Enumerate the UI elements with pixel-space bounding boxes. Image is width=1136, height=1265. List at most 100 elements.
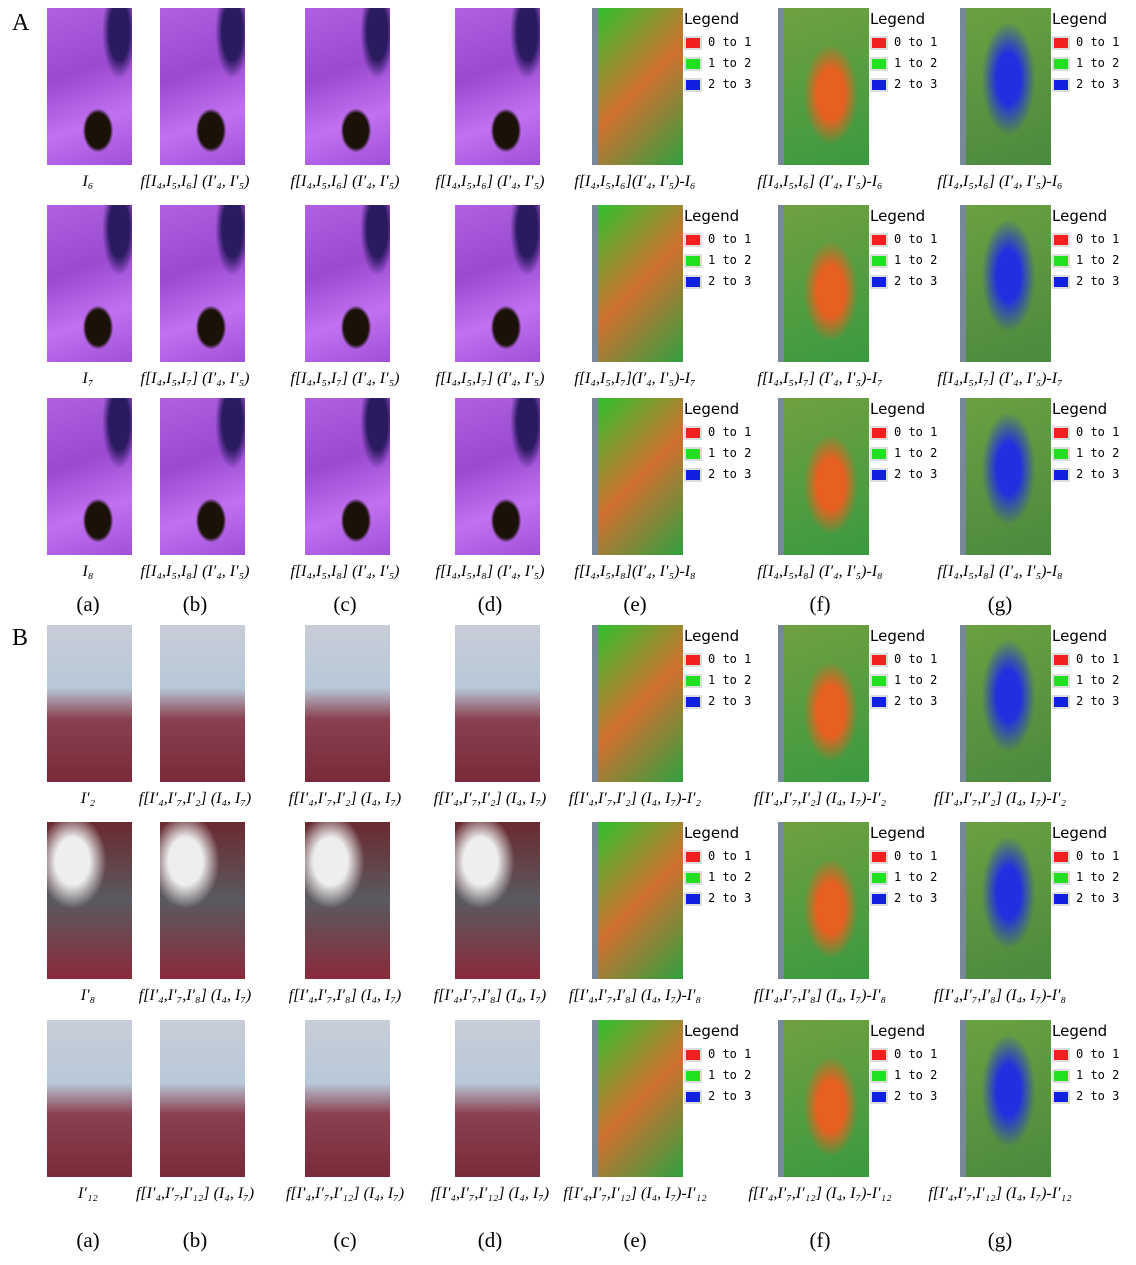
caption: f[I₄,I₅,I₈] (I′₄, I′₅) bbox=[290, 563, 400, 580]
legend-swatch bbox=[1052, 892, 1070, 906]
image bbox=[960, 398, 1051, 555]
image bbox=[47, 1020, 132, 1177]
legend-label: 2 to 3 bbox=[708, 77, 752, 91]
caption: f[I₄,I₅,I₇](I′₄, I′₅)-I₇ bbox=[574, 370, 696, 387]
legend-title: Legend bbox=[870, 207, 926, 225]
caption: f[I′₄,I′₇,I′₂] (I₄, I₇)-I′₂ bbox=[933, 790, 1067, 807]
legend-swatch bbox=[1052, 653, 1070, 667]
legend-title: Legend bbox=[1052, 824, 1108, 842]
caption: f[I′₄,I′₇,I′₁₂] (I₄, I₇)-I′₁₂ bbox=[748, 1185, 892, 1202]
caption: f[I₄,I₅,I₆] (I′₄, I′₅) bbox=[290, 173, 400, 190]
legend-swatch bbox=[870, 1048, 888, 1062]
caption: f[I₄,I₅,I₆](I′₄, I′₅)-I₆ bbox=[574, 173, 696, 190]
image bbox=[778, 8, 869, 165]
legend-swatch bbox=[870, 695, 888, 709]
caption: f[I′₄,I′₇,I′₈] (I₄, I₇)-I′₈ bbox=[568, 987, 702, 1004]
legend-label: 0 to 1 bbox=[894, 652, 938, 666]
image bbox=[47, 205, 132, 362]
legend-label: 1 to 2 bbox=[708, 56, 752, 70]
image bbox=[592, 398, 683, 555]
image bbox=[455, 822, 540, 979]
legend-swatch bbox=[684, 1090, 702, 1104]
caption: f[I₄,I₅,I₈] (I′₄, I′₅) bbox=[435, 563, 545, 580]
column-label: (c) bbox=[333, 1228, 357, 1252]
legend-swatch bbox=[870, 254, 888, 268]
legend-label: 1 to 2 bbox=[894, 870, 938, 884]
legend-label: 1 to 2 bbox=[708, 673, 752, 687]
legend-label: 1 to 2 bbox=[1076, 1068, 1120, 1082]
legend-swatch bbox=[684, 468, 702, 482]
caption: f[I′₄,I′₇,I′₈] (I₄, I₇) bbox=[288, 987, 402, 1004]
image bbox=[305, 1020, 390, 1177]
legend-title: Legend bbox=[684, 1022, 740, 1040]
legend-label: 1 to 2 bbox=[894, 673, 938, 687]
image bbox=[47, 8, 132, 165]
legend-swatch bbox=[684, 892, 702, 906]
image bbox=[960, 1020, 1051, 1177]
legend-label: 0 to 1 bbox=[1076, 849, 1120, 863]
legend-swatch bbox=[684, 1069, 702, 1083]
legend-label: 1 to 2 bbox=[1076, 870, 1120, 884]
image bbox=[778, 1020, 869, 1177]
legend-label: 2 to 3 bbox=[894, 891, 938, 905]
legend-swatch bbox=[1052, 1048, 1070, 1062]
column-label: (g) bbox=[987, 1228, 1013, 1252]
caption: I′₁₂ bbox=[78, 1185, 98, 1202]
column-label: (d) bbox=[477, 1228, 503, 1252]
image bbox=[778, 625, 869, 782]
caption: f[I′₄,I′₇,I′₂] (I₄, I₇)-I′₂ bbox=[753, 790, 887, 807]
caption: f[I₄,I₅,I₆] (I′₄, I′₅) bbox=[435, 173, 545, 190]
image bbox=[778, 398, 869, 555]
legend-swatch bbox=[684, 1048, 702, 1062]
legend-swatch bbox=[870, 36, 888, 50]
legend-title: Legend bbox=[684, 10, 740, 28]
legend-label: 1 to 2 bbox=[708, 253, 752, 267]
legend-swatch bbox=[684, 426, 702, 440]
caption: f[I′₄,I′₇,I′₁₂] (I₄, I₇) bbox=[285, 1185, 405, 1202]
column-label: (e) bbox=[623, 1228, 647, 1252]
legend-swatch bbox=[870, 447, 888, 461]
legend-title: Legend bbox=[684, 207, 740, 225]
caption: f[I₄,I₅,I₈](I′₄, I′₅)-I₈ bbox=[574, 563, 696, 580]
image bbox=[455, 398, 540, 555]
image bbox=[592, 1020, 683, 1177]
legend-swatch bbox=[1052, 674, 1070, 688]
legend-label: 2 to 3 bbox=[894, 467, 938, 481]
legend-label: 0 to 1 bbox=[708, 35, 752, 49]
legend-label: 0 to 1 bbox=[708, 425, 752, 439]
column-label: (c) bbox=[333, 592, 357, 616]
legend-swatch bbox=[1052, 871, 1070, 885]
legend-swatch bbox=[684, 275, 702, 289]
legend-swatch bbox=[1052, 850, 1070, 864]
legend-label: 1 to 2 bbox=[894, 1068, 938, 1082]
legend-title: Legend bbox=[1052, 627, 1108, 645]
legend-swatch bbox=[684, 871, 702, 885]
legend-label: 2 to 3 bbox=[894, 1089, 938, 1103]
legend-title: Legend bbox=[870, 627, 926, 645]
legend-swatch bbox=[1052, 447, 1070, 461]
image bbox=[960, 205, 1051, 362]
legend-label: 1 to 2 bbox=[1076, 673, 1120, 687]
legend-swatch bbox=[1052, 78, 1070, 92]
caption: f[I₄,I₅,I₆] (I′₄, I′₅) bbox=[140, 173, 250, 190]
caption: f[I₄,I₅,I₇] (I′₄, I′₅) bbox=[290, 370, 400, 387]
column-label: (b) bbox=[182, 592, 208, 616]
legend-swatch bbox=[870, 674, 888, 688]
column-label: (a) bbox=[76, 1228, 100, 1252]
legend-swatch bbox=[684, 254, 702, 268]
legend-swatch bbox=[684, 36, 702, 50]
caption: f[I′₄,I′₇,I′₁₂] (I₄, I₇)-I′₁₂ bbox=[928, 1185, 1072, 1202]
image bbox=[592, 625, 683, 782]
caption: f[I₄,I₅,I₈] (I′₄, I′₅)-I₈ bbox=[757, 563, 883, 580]
legend-swatch bbox=[870, 78, 888, 92]
panel-label: A bbox=[12, 10, 30, 36]
legend-swatch bbox=[870, 233, 888, 247]
image bbox=[160, 625, 245, 782]
image bbox=[592, 8, 683, 165]
caption: f[I′₄,I′₇,I′₂] (I₄, I₇)-I′₂ bbox=[568, 790, 702, 807]
legend-title: Legend bbox=[684, 824, 740, 842]
image bbox=[47, 625, 132, 782]
legend-label: 2 to 3 bbox=[708, 891, 752, 905]
caption: f[I₄,I₅,I₇] (I′₄, I′₅)-I₇ bbox=[757, 370, 883, 387]
